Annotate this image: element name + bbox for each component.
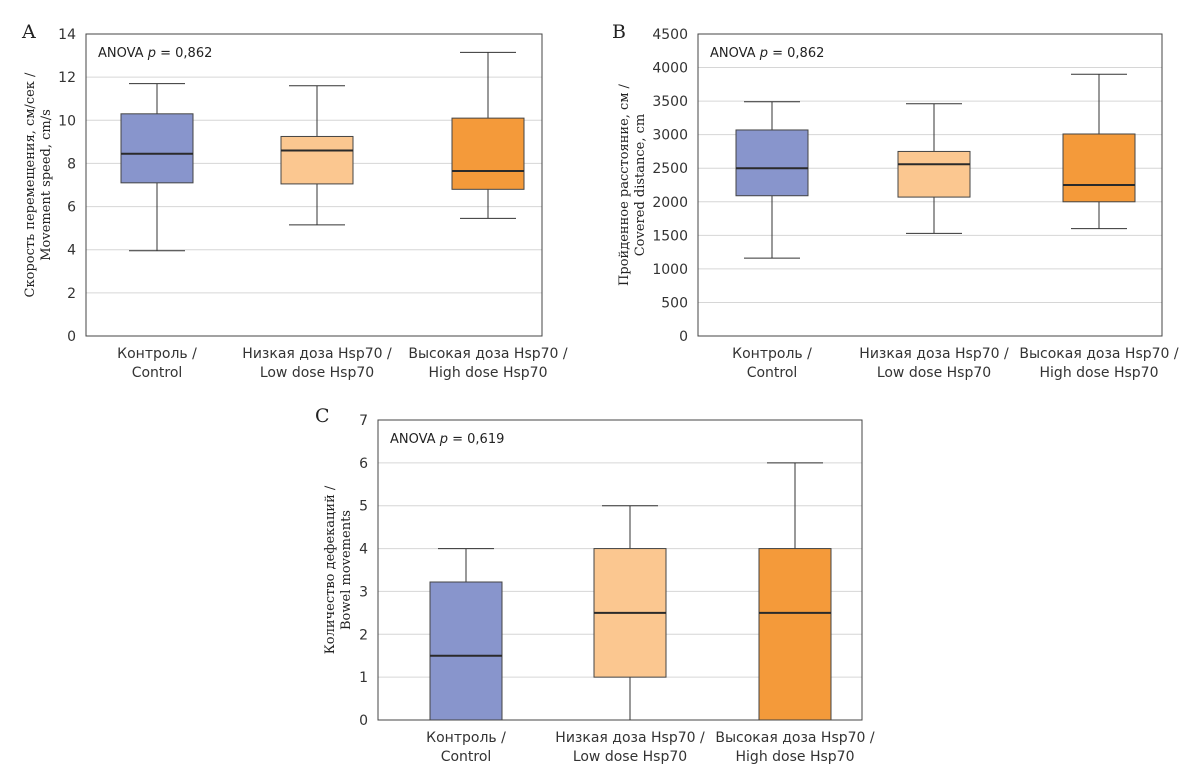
y-tick-label: 1000 <box>652 262 688 278</box>
y-tick-label: 0 <box>679 329 688 345</box>
y-tick-label: 4500 <box>652 27 688 43</box>
box-2 <box>897 103 971 234</box>
x-category-label: Низкая доза Hsp70 /Low dose Hsp70 <box>859 346 1009 381</box>
y-tick-label: 7 <box>359 413 368 429</box>
y-axis-label: Пройденное расстояние, см /Covered dista… <box>617 83 648 285</box>
panel-letter: C <box>315 405 330 427</box>
x-category-label: Высокая доза Hsp70 /High dose Hsp70 <box>408 346 568 381</box>
plot-frame <box>377 419 863 721</box>
box-iqr <box>897 150 971 198</box>
y-tick-label: 0 <box>359 713 368 729</box>
y-tick-label: 2000 <box>652 195 688 211</box>
box-iqr <box>735 129 809 197</box>
box-iqr <box>758 548 832 721</box>
x-category-label: Контроль / Control <box>117 346 197 381</box>
box-iqr <box>280 135 354 185</box>
y-tick-label: 8 <box>67 156 76 172</box>
y-tick-label: 2 <box>359 627 368 643</box>
y-tick-label: 500 <box>661 295 688 311</box>
x-category-label: Высокая доза Hsp70 /High dose Hsp70 <box>1019 346 1179 381</box>
box-3 <box>758 462 832 721</box>
y-tick-label: 14 <box>58 27 76 43</box>
box-iqr <box>1062 133 1136 203</box>
x-category-label: Низкая доза Hsp70 /Low dose Hsp70 <box>555 730 705 765</box>
box-iqr <box>120 113 194 184</box>
y-tick-label: 12 <box>58 70 76 86</box>
y-tick-label: 10 <box>58 113 76 129</box>
y-tick-label: 4000 <box>652 61 688 77</box>
panel-letter: B <box>612 21 626 43</box>
panel-b: 0 500 1000 1500 2000 2500 3000 3500 4000 4500 Конт… <box>612 21 1179 381</box>
plot-frame <box>85 33 543 337</box>
y-tick-label: 6 <box>67 200 76 216</box>
anova-annotation: ANOVA p = 0,619 <box>390 432 504 447</box>
box-1 <box>735 101 809 259</box>
plot-frame <box>697 33 1163 337</box>
x-category-label: Контроль / Control <box>732 346 812 381</box>
panel-letter: A <box>21 21 36 43</box>
y-tick-label: 1500 <box>652 228 688 244</box>
y-tick-label: 5 <box>359 499 368 515</box>
box-3 <box>451 51 525 219</box>
y-tick-label: 4 <box>67 243 76 259</box>
y-tick-label: 6 <box>359 456 368 472</box>
x-category-label: Высокая доза Hsp70 /High dose Hsp70 <box>715 730 875 765</box>
x-category-label: Низкая доза Hsp70 /Low dose Hsp70 <box>242 346 392 381</box>
anova-annotation: ANOVA p = 0,862 <box>98 46 212 61</box>
box-2 <box>593 505 667 720</box>
panel-a: 0 2 4 6 8 10 12 14 Контроль / Control Низкая доза … <box>21 21 568 381</box>
panel-c: 0 1 2 3 4 5 6 7 Контроль / Control Низкая доза Hsp… <box>315 405 875 765</box>
box-1 <box>429 548 503 721</box>
y-tick-label: 4 <box>359 542 368 558</box>
box-3 <box>1062 73 1136 230</box>
x-category-label: Контроль / Control <box>426 730 506 765</box>
y-tick-label: 3 <box>359 584 368 600</box>
box-1 <box>120 83 194 252</box>
box-iqr <box>451 117 525 190</box>
y-tick-label: 1 <box>359 670 368 686</box>
y-tick-label: 3000 <box>652 128 688 144</box>
y-tick-label: 2 <box>67 286 76 302</box>
box-iqr <box>429 581 503 721</box>
box-2 <box>280 85 354 226</box>
y-tick-label: 0 <box>67 329 76 345</box>
y-tick-label: 3500 <box>652 94 688 110</box>
y-axis-label: Скорость перемещения, см/сек /Movement s… <box>23 72 54 297</box>
y-tick-label: 2500 <box>652 161 688 177</box>
y-axis-label: Количество дефекаций /Bowel movements <box>323 485 354 654</box>
anova-annotation: ANOVA p = 0,862 <box>710 46 824 61</box>
